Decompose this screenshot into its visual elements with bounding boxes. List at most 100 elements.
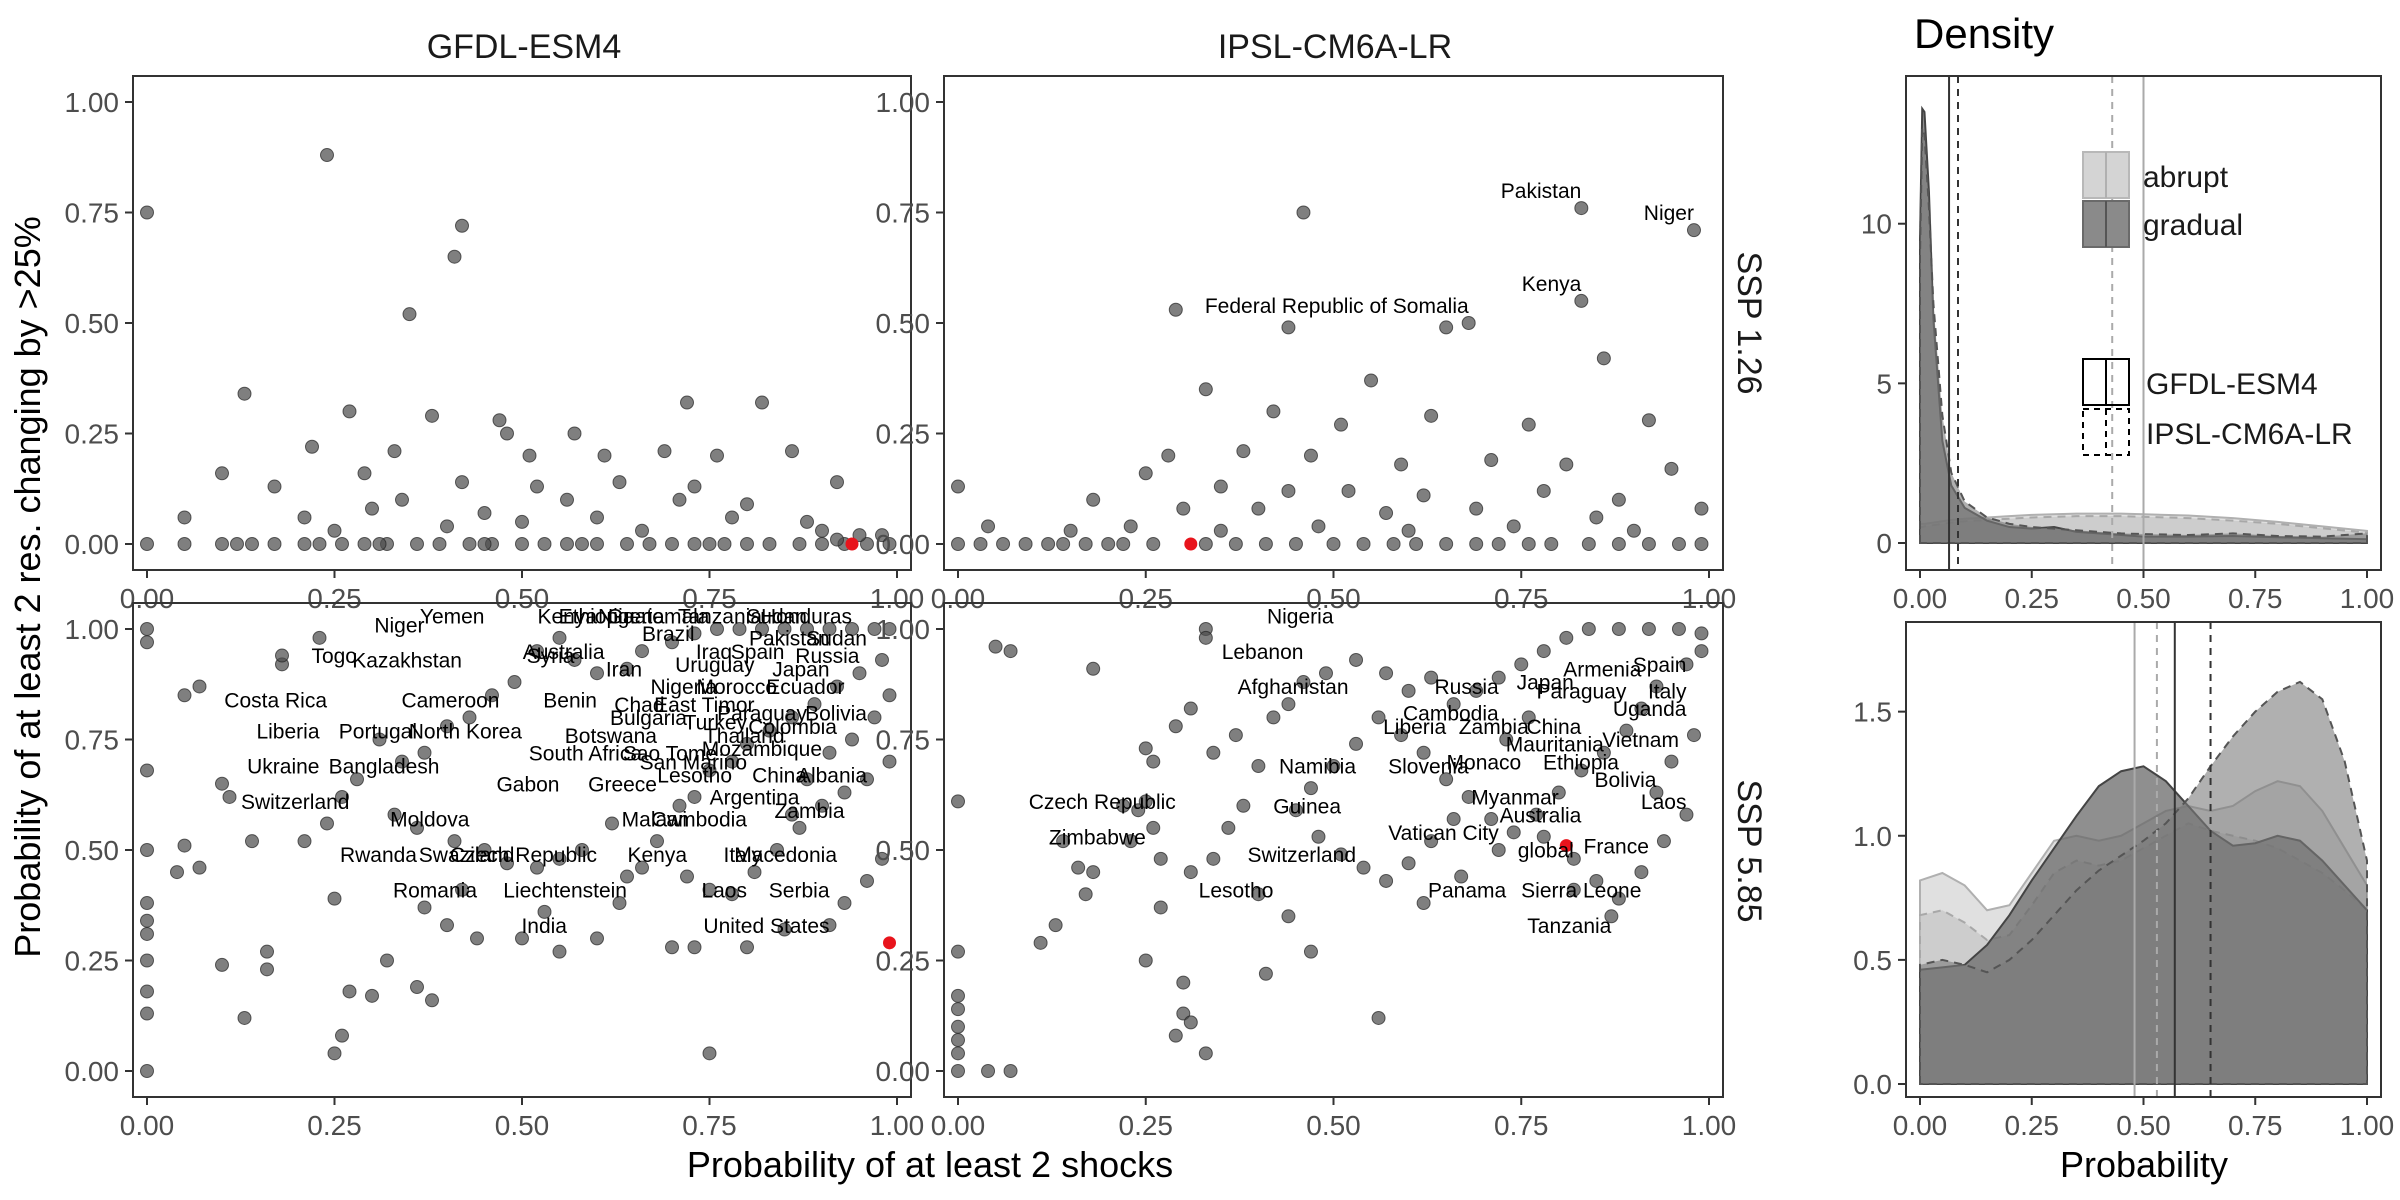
legend: abrupt gradual GFDL-ESM4 IPSL-CM6A-LR <box>2082 151 2353 456</box>
data-point <box>455 218 469 233</box>
data-point <box>215 776 229 791</box>
data-point <box>1146 537 1161 551</box>
data-point <box>320 148 334 163</box>
data-point <box>140 896 154 911</box>
data-point <box>1266 404 1281 419</box>
data-point <box>1123 834 1138 849</box>
data-point <box>530 860 544 875</box>
data-point <box>1228 537 1243 551</box>
country-label: Nigeria <box>1267 605 1334 628</box>
data-point <box>951 479 965 494</box>
data-point <box>1686 728 1701 743</box>
data-point <box>635 860 649 875</box>
panel-border <box>943 75 1724 571</box>
data-point <box>1694 644 1709 659</box>
country-label: Switzerland <box>1247 844 1356 867</box>
country-label: Morocco <box>696 676 777 699</box>
data-point <box>882 622 897 636</box>
highlight-point <box>883 936 896 950</box>
data-point <box>620 661 634 676</box>
x-tick-label: 0.00 <box>1893 583 1948 614</box>
data-point <box>1251 759 1266 774</box>
data-point <box>575 843 589 857</box>
panel-2: 0.00 0.25 0.50 0.75 1.00 0.00 0.25 0.50 0.75 1.00… <box>876 75 1736 614</box>
data-point <box>710 622 724 636</box>
data-point <box>777 622 792 636</box>
country-label: Serbia <box>769 879 830 902</box>
data-point <box>440 519 454 534</box>
data-point <box>665 940 679 955</box>
country-label: Ukraine <box>247 756 319 779</box>
data-point <box>357 537 372 551</box>
data-point <box>1356 537 1371 551</box>
y-tick-label: 1.00 <box>876 87 931 118</box>
data-point <box>740 940 754 955</box>
data-point <box>327 891 342 906</box>
data-point <box>1484 812 1499 827</box>
data-point <box>1439 537 1454 551</box>
country-label: India <box>521 915 567 938</box>
country-label: San Marino <box>640 751 747 774</box>
density-area-gradual <box>1919 127 2368 544</box>
data-point <box>485 688 499 703</box>
x-tick-label: 0.25 <box>2005 583 2060 614</box>
data-point <box>1409 537 1424 551</box>
y-tick-label: 0.50 <box>65 835 120 866</box>
data-point <box>140 622 154 636</box>
data-point <box>875 851 889 866</box>
country-label: Liberia <box>256 720 319 743</box>
country-label: Mauritania <box>1506 734 1604 757</box>
data-point <box>245 834 259 849</box>
country-label: Moldova <box>390 809 470 832</box>
data-point <box>882 688 897 703</box>
data-point <box>1318 666 1333 681</box>
data-point <box>1551 785 1566 800</box>
country-label: Ecuador <box>766 676 844 699</box>
data-point <box>717 537 732 551</box>
data-point <box>312 537 327 551</box>
country-label: Tanzania <box>678 605 762 628</box>
data-point <box>1168 1028 1183 1043</box>
data-point <box>425 993 439 1008</box>
x-tick-label: 0.00 <box>931 1110 986 1141</box>
panels: 0.00 0.25 0.50 0.75 1.000.000.250.500.751.00… <box>65 75 2394 1141</box>
country-label: Bulgaria <box>610 707 687 730</box>
data-point <box>215 466 229 481</box>
country-label: Sudan <box>746 605 807 628</box>
data-point <box>1063 523 1078 538</box>
data-point <box>837 785 852 800</box>
data-point <box>1641 622 1656 636</box>
data-point <box>320 816 334 831</box>
data-point <box>1311 829 1326 844</box>
data-point <box>852 528 867 543</box>
data-point <box>1213 479 1228 494</box>
data-point <box>1168 719 1183 734</box>
x-tick-label: 0.25 <box>1119 1110 1174 1141</box>
country-label: Uruguay <box>675 654 755 677</box>
y-tick-label: 0 <box>1876 528 1892 559</box>
data-point <box>260 962 274 977</box>
y-tick-label: 0.25 <box>876 419 931 450</box>
data-point <box>830 532 844 547</box>
data-point <box>440 918 454 933</box>
data-point <box>687 626 702 641</box>
x-tick-label: 0.00 <box>1893 1110 1948 1141</box>
legend-label-gfdl: GFDL-ESM4 <box>2146 368 2318 401</box>
density-area-gradual <box>1919 680 2368 1085</box>
data-point <box>1311 519 1326 534</box>
data-point <box>267 479 282 494</box>
panel-border <box>1905 75 2382 571</box>
country-label: Spain <box>731 641 785 664</box>
data-point <box>215 957 229 972</box>
data-point <box>237 1010 252 1025</box>
country-label: France <box>1584 835 1649 858</box>
data-point <box>192 860 207 875</box>
country-label: Zimbabwe <box>1049 826 1146 849</box>
data-point <box>1303 448 1318 463</box>
country-label: Japan <box>1517 672 1574 695</box>
density-title: Density <box>1914 10 2054 57</box>
data-point <box>996 537 1011 551</box>
data-point <box>687 537 702 551</box>
data-point <box>755 395 769 410</box>
data-point <box>327 1046 342 1061</box>
